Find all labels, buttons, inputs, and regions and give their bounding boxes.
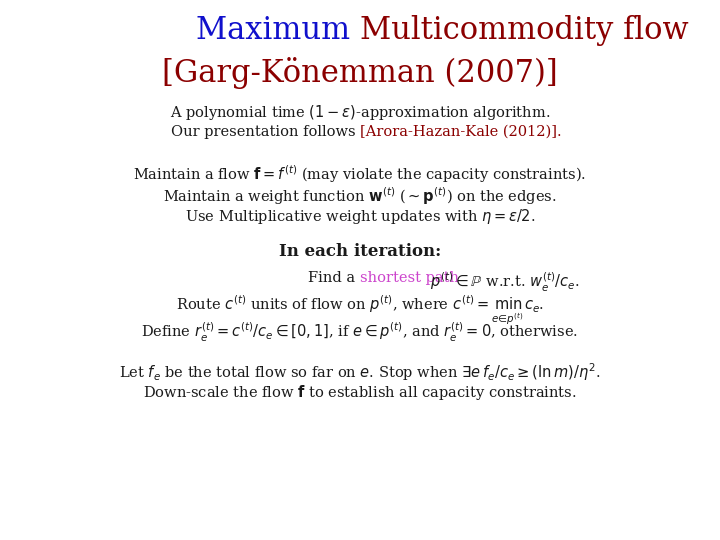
Text: Our presentation follows: Our presentation follows [171, 125, 360, 139]
Text: [Arora-Hazan-Kale (2012)].: [Arora-Hazan-Kale (2012)]. [360, 125, 562, 139]
Text: Multicommodity flow: Multicommodity flow [360, 15, 688, 46]
Text: [Garg-Könemman (2007)]: [Garg-Könemman (2007)] [162, 57, 558, 89]
Text: Route $c^{(t)}$ units of flow on $p^{(t)}$, where $c^{(t)} = \min_{e \in p^{(t)}: Route $c^{(t)}$ units of flow on $p^{(t)… [176, 293, 544, 327]
Text: Let $f_e$ be the total flow so far on $e$. Stop when $\exists e\, f_e/c_e \geq (: Let $f_e$ be the total flow so far on $e… [120, 361, 600, 383]
Text: Down-scale the flow $\mathbf{f}$ to establish all capacity constraints.: Down-scale the flow $\mathbf{f}$ to esta… [143, 383, 577, 402]
Text: Use Multiplicative weight updates with $\eta = \varepsilon/2$.: Use Multiplicative weight updates with $… [185, 207, 535, 226]
Text: $p^{(t)} \in \mathbb{P}$ w.r.t. $w_e^{(t)}/c_e$.: $p^{(t)} \in \mathbb{P}$ w.r.t. $w_e^{(t… [430, 271, 580, 294]
Text: Find a: Find a [308, 271, 360, 285]
Text: A polynomial time $(1-\varepsilon)$-approximation algorithm.: A polynomial time $(1-\varepsilon)$-appr… [170, 103, 550, 122]
Text: Maintain a flow $\mathbf{f} = f^{(t)}$ (may violate the capacity constraints).: Maintain a flow $\mathbf{f} = f^{(t)}$ (… [133, 163, 587, 185]
Text: Maximum: Maximum [196, 15, 360, 46]
Text: Define $r_e^{(t)} = c^{(t)}/c_e \in [0,1]$, if $e \in p^{(t)}$, and $r_e^{(t)} =: Define $r_e^{(t)} = c^{(t)}/c_e \in [0,1… [142, 321, 578, 344]
Text: shortest path: shortest path [360, 271, 464, 285]
Text: In each iteration:: In each iteration: [279, 243, 441, 260]
Text: Maintain a weight function $\mathbf{w}^{(t)}$ ($\sim \mathbf{p}^{(t)}$) on the e: Maintain a weight function $\mathbf{w}^{… [163, 185, 557, 207]
